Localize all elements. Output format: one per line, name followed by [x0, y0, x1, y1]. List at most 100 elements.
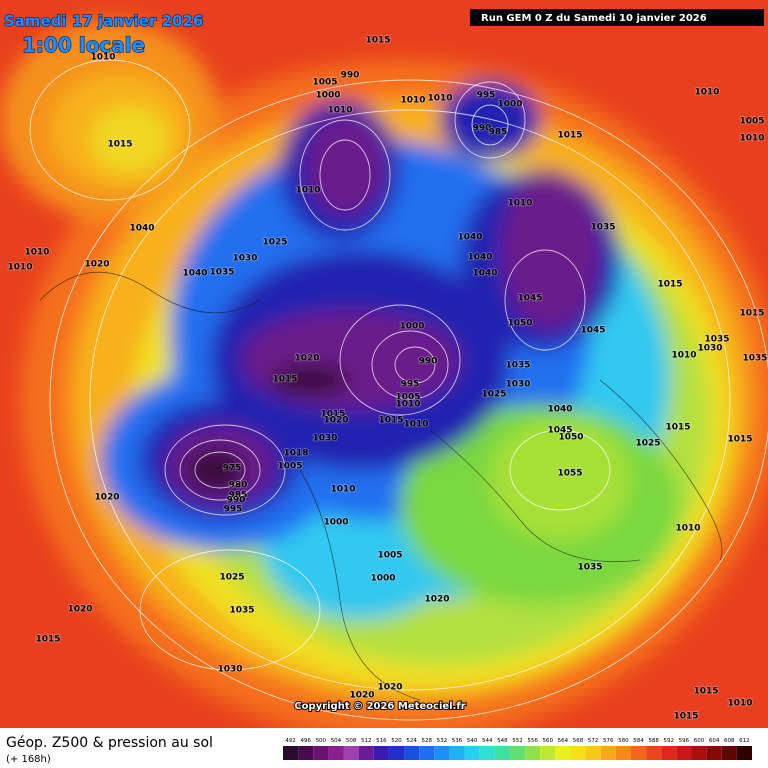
pressure-label: 1015 [35, 635, 60, 645]
footer-lead: (+ 168h) [6, 754, 51, 765]
colorbar-cell [494, 746, 510, 760]
run-label: Run GEM 0 Z du Samedi 10 janvier 2026 [481, 13, 707, 24]
colorbar-label: 536 [452, 738, 463, 744]
pressure-label: 1015 [739, 309, 764, 319]
colorbar-cell [540, 746, 556, 760]
pressure-label: 1015 [272, 375, 297, 385]
pressure-label: 995 [401, 380, 420, 390]
colorbar-cell [630, 746, 647, 760]
pressure-label: 1000 [315, 91, 340, 101]
pressure-label: 1010 [90, 53, 115, 63]
pressure-label: 1000 [399, 322, 424, 332]
pressure-label: 1010 [327, 106, 352, 116]
colorbar-cell [570, 746, 586, 760]
colorbar-cell [313, 746, 329, 760]
pressure-label: 1020 [349, 691, 374, 701]
colorbar-cell [328, 746, 344, 760]
colorbar-cell [676, 746, 692, 760]
pressure-label: 1040 [129, 224, 154, 234]
pressure-label: 1015 [378, 416, 403, 426]
colorbar-label: 568 [573, 738, 584, 744]
colorbar-label: 532 [437, 738, 448, 744]
colorbar-cell [283, 746, 299, 760]
colorbar-label: 604 [709, 738, 720, 744]
colorbar-cell [464, 746, 480, 760]
pressure-label: 1020 [424, 595, 449, 605]
colorbar-label: 576 [603, 738, 614, 744]
colorbar-label: 492 [285, 738, 296, 744]
date-label: Samedi 17 janvier 2026 [4, 12, 203, 30]
pressure-label: 1010 [403, 420, 428, 430]
colorbar-label: 588 [648, 738, 659, 744]
pressure-label: 1050 [507, 319, 532, 329]
colorbar-cell [509, 746, 526, 760]
footer-title: Géop. Z500 & pression au sol [6, 735, 213, 751]
pressure-label: 1015 [320, 410, 345, 420]
coastlines [39, 271, 723, 701]
pressure-label: 1040 [547, 405, 572, 415]
pressure-label: 1035 [590, 223, 615, 233]
colorbar-cell [388, 746, 405, 760]
colorbar-cell [404, 746, 420, 760]
pressure-label: 1015 [557, 131, 582, 141]
pressure-label: 1025 [262, 238, 287, 248]
pressure-label: 1020 [377, 683, 402, 693]
colorbar-label: 600 [694, 738, 705, 744]
colorbar-cell [600, 746, 616, 760]
pressure-label: 1000 [497, 100, 522, 110]
pressure-label: 1010 [7, 263, 32, 273]
pressure-label: 1010 [727, 699, 752, 709]
colorbar-label: 540 [467, 738, 478, 744]
pressure-label: 1020 [67, 605, 92, 615]
colorbar-label: 560 [543, 738, 554, 744]
pressure-label: 1025 [219, 573, 244, 583]
isobars [29, 59, 768, 721]
colorbar-cell [691, 746, 707, 760]
colorbar-cell [373, 746, 389, 760]
pressure-label: 1040 [182, 269, 207, 279]
pressure-label: 1010 [694, 88, 719, 98]
colorbar-label: 584 [633, 738, 644, 744]
colorbar-cell [721, 746, 737, 760]
pressure-label: 1020 [294, 354, 319, 364]
pressure-label: 1015 [107, 140, 132, 150]
pressure-label: 1000 [370, 574, 395, 584]
pressure-label: 1035 [577, 563, 602, 573]
pressure-label: 1030 [232, 254, 257, 264]
colorbar-cell [555, 746, 571, 760]
colorbar-cell [479, 746, 495, 760]
colorbar-cell [646, 746, 662, 760]
pressure-label: 985 [229, 491, 248, 501]
time-label: 1:00 locale [22, 33, 145, 57]
colorbar-label: 500 [316, 738, 327, 744]
pressure-label: 990 [473, 124, 492, 134]
pressure-label: 1005 [395, 393, 420, 403]
pressure-label: 1030 [217, 665, 242, 675]
pressure-label: 990 [341, 71, 360, 81]
pressure-label: 990 [419, 357, 438, 367]
pressure-label: 1010 [675, 524, 700, 534]
pressure-label: 975 [223, 464, 242, 474]
colorbar-cell [585, 746, 601, 760]
colorbar-cell [449, 746, 465, 760]
pressure-label: 1015 [673, 712, 698, 722]
pressure-label: 1020 [94, 493, 119, 503]
pressure-label: 1045 [580, 326, 605, 336]
colorbar: 492 496 500 504 508 512 516 520 524 528 532 536 540 5… [283, 738, 752, 760]
pressure-label: 1030 [312, 434, 337, 444]
pressure-label: 1030 [505, 380, 530, 390]
pressure-label: 1010 [427, 94, 452, 104]
pressure-label: 1045 [547, 426, 572, 436]
copyright: Copyright © 2026 Meteociel.fr [294, 701, 465, 712]
colorbar-label: 580 [618, 738, 629, 744]
pressure-label: 1010 [24, 248, 49, 258]
colorbar-label: 496 [300, 738, 311, 744]
pressure-label: 1015 [665, 423, 690, 433]
run-box [470, 9, 764, 26]
pressure-label: 1018 [283, 449, 308, 459]
pressure-label: 985 [489, 128, 508, 138]
pressure-label: 1000 [323, 518, 348, 528]
colorbar-label: 520 [391, 738, 402, 744]
pressure-label: 995 [477, 91, 496, 101]
